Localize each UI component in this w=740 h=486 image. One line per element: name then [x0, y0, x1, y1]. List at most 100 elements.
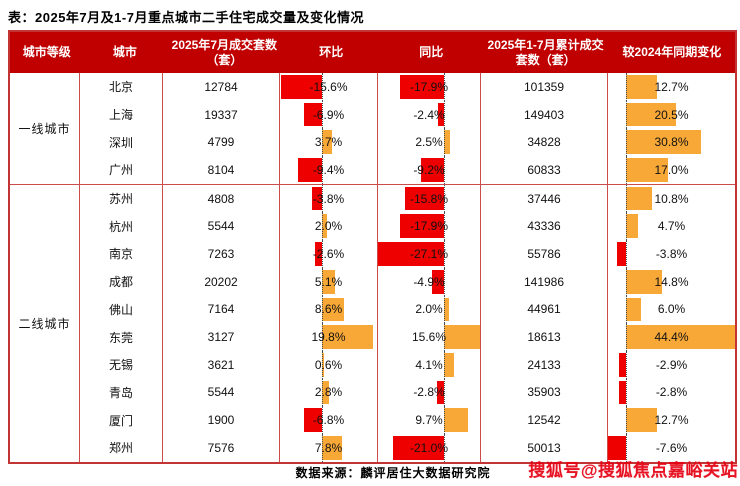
table-row: 上海 19337 -6.9% -2.4% 149403 20.5% — [80, 100, 735, 129]
cum-units-cell-value: 35903 — [527, 385, 561, 400]
zero-axis-line — [444, 267, 445, 296]
jul-units-cell-value: 12784 — [204, 79, 238, 94]
mom-cell-value: -3.8% — [312, 191, 345, 206]
positive-bar — [626, 408, 658, 432]
negative-bar — [437, 380, 444, 405]
city-cell: 佛山 — [80, 295, 163, 324]
city-cell-value: 无锡 — [108, 358, 133, 373]
negative-bar — [405, 186, 444, 211]
tier-label: 一线城市 — [10, 73, 80, 184]
vs2024-cell-value: 30.8% — [654, 135, 689, 150]
mom-cell: 0.6% — [280, 350, 378, 379]
mom-cell-value: -15.6% — [309, 79, 348, 94]
city-cell-value: 杭州 — [108, 219, 133, 234]
yoy-cell: 9.7% — [378, 406, 481, 434]
negative-bar — [315, 242, 322, 266]
city-cell: 无锡 — [80, 350, 163, 379]
vs2024-cell-value: 12.7% — [654, 79, 689, 94]
city-cell: 上海 — [80, 100, 163, 129]
negative-bar — [608, 435, 626, 460]
vs2024-cell: -7.6% — [608, 433, 735, 462]
negative-bar — [400, 214, 444, 239]
mom-cell-value: 5.1% — [314, 274, 343, 289]
mom-cell: 19.8% — [280, 323, 378, 351]
vs2024-cell-value: 20.5% — [654, 107, 689, 122]
yoy-cell-value: 2.0% — [415, 302, 443, 317]
vs2024-cell-value: -3.8% — [655, 246, 688, 261]
city-cell: 北京 — [80, 73, 163, 101]
mom-cell: 5.1% — [280, 267, 378, 296]
yoy-cell-value: -21.0% — [409, 440, 449, 455]
zero-axis-line — [444, 184, 445, 213]
zero-axis-line — [322, 350, 323, 379]
tier-label: 二线城市 — [10, 184, 80, 462]
header-jul-units: 2025年7月成交套数（套） — [171, 37, 278, 67]
negative-bar — [431, 269, 444, 294]
city-cell: 成都 — [80, 267, 163, 296]
city-cell: 郑州 — [80, 433, 163, 462]
vs2024-cell-value: 4.7% — [657, 219, 686, 234]
jul-units-cell-value: 3127 — [207, 330, 235, 345]
jul-units-cell: 8104 — [163, 156, 280, 184]
zero-axis-line — [322, 128, 323, 157]
zero-axis-line — [322, 73, 323, 101]
city-cell: 东莞 — [80, 323, 163, 351]
vs2024-cell: 6.0% — [608, 295, 735, 324]
zero-axis-line — [444, 433, 445, 462]
negative-bar — [297, 158, 322, 182]
negative-bar — [378, 242, 444, 266]
mom-cell-value: 8.6% — [314, 302, 343, 317]
vs2024-cell: 20.5% — [608, 100, 735, 129]
zero-axis-line — [322, 156, 323, 184]
cum-units-cell-value: 34828 — [527, 135, 561, 150]
zero-axis-line — [626, 100, 627, 129]
negative-bar — [619, 380, 626, 405]
data-source-note: 数据来源：麟评居住大数据研究院 — [295, 466, 491, 480]
zero-axis-line — [322, 240, 323, 268]
zero-axis-line — [626, 433, 627, 462]
negative-bar — [421, 158, 444, 182]
mom-cell: -2.6% — [280, 240, 378, 268]
yoy-cell: 2.5% — [378, 128, 481, 157]
city-cell-value: 佛山 — [108, 302, 133, 317]
zero-axis-line — [444, 323, 445, 351]
yoy-cell-value: -15.8% — [409, 191, 449, 206]
positive-bar — [322, 214, 328, 239]
cum-units-cell: 12542 — [481, 406, 608, 434]
zero-axis-line — [444, 100, 445, 129]
zero-axis-line — [444, 240, 445, 268]
zero-axis-line — [444, 406, 445, 434]
header-vs2024: 较2024年同期变化 — [622, 45, 722, 59]
city-cell-value: 青岛 — [108, 385, 133, 400]
yoy-cell: -21.0% — [378, 433, 481, 462]
positive-bar — [626, 186, 653, 211]
table-row: 郑州 7576 7.8% -21.0% 50013 -7.6% — [80, 433, 735, 462]
zero-axis-line — [626, 323, 627, 351]
positive-bar — [322, 325, 374, 349]
yoy-cell-value: -9.2% — [413, 162, 445, 177]
yoy-cell-value: -17.9% — [409, 219, 449, 234]
jul-units-cell-value: 5544 — [207, 219, 235, 234]
mom-cell: -3.8% — [280, 184, 378, 213]
city-cell-value: 深圳 — [108, 135, 133, 150]
yoy-cell-value: -2.8% — [413, 385, 445, 400]
jul-units-cell-value: 19337 — [204, 107, 238, 122]
negative-bar — [312, 186, 322, 211]
yoy-cell: -9.2% — [378, 156, 481, 184]
yoy-cell-value: 15.6% — [411, 330, 447, 345]
table-row: 北京 12784 -15.6% -17.9% 101359 12.7% — [80, 73, 735, 101]
negative-bar — [616, 242, 626, 266]
positive-bar — [322, 269, 336, 294]
positive-bar — [444, 297, 449, 322]
zero-axis-line — [322, 100, 323, 129]
city-cell: 青岛 — [80, 378, 163, 407]
jul-units-cell: 12784 — [163, 73, 280, 101]
mom-cell-value: 19.8% — [311, 330, 346, 345]
positive-bar — [444, 325, 480, 349]
positive-bar — [626, 158, 668, 182]
vs2024-cell-value: -7.6% — [655, 440, 688, 455]
positive-bar — [322, 380, 330, 405]
mom-cell: 2.8% — [280, 378, 378, 407]
city-cell-value: 厦门 — [108, 413, 133, 428]
positive-bar — [444, 408, 468, 432]
